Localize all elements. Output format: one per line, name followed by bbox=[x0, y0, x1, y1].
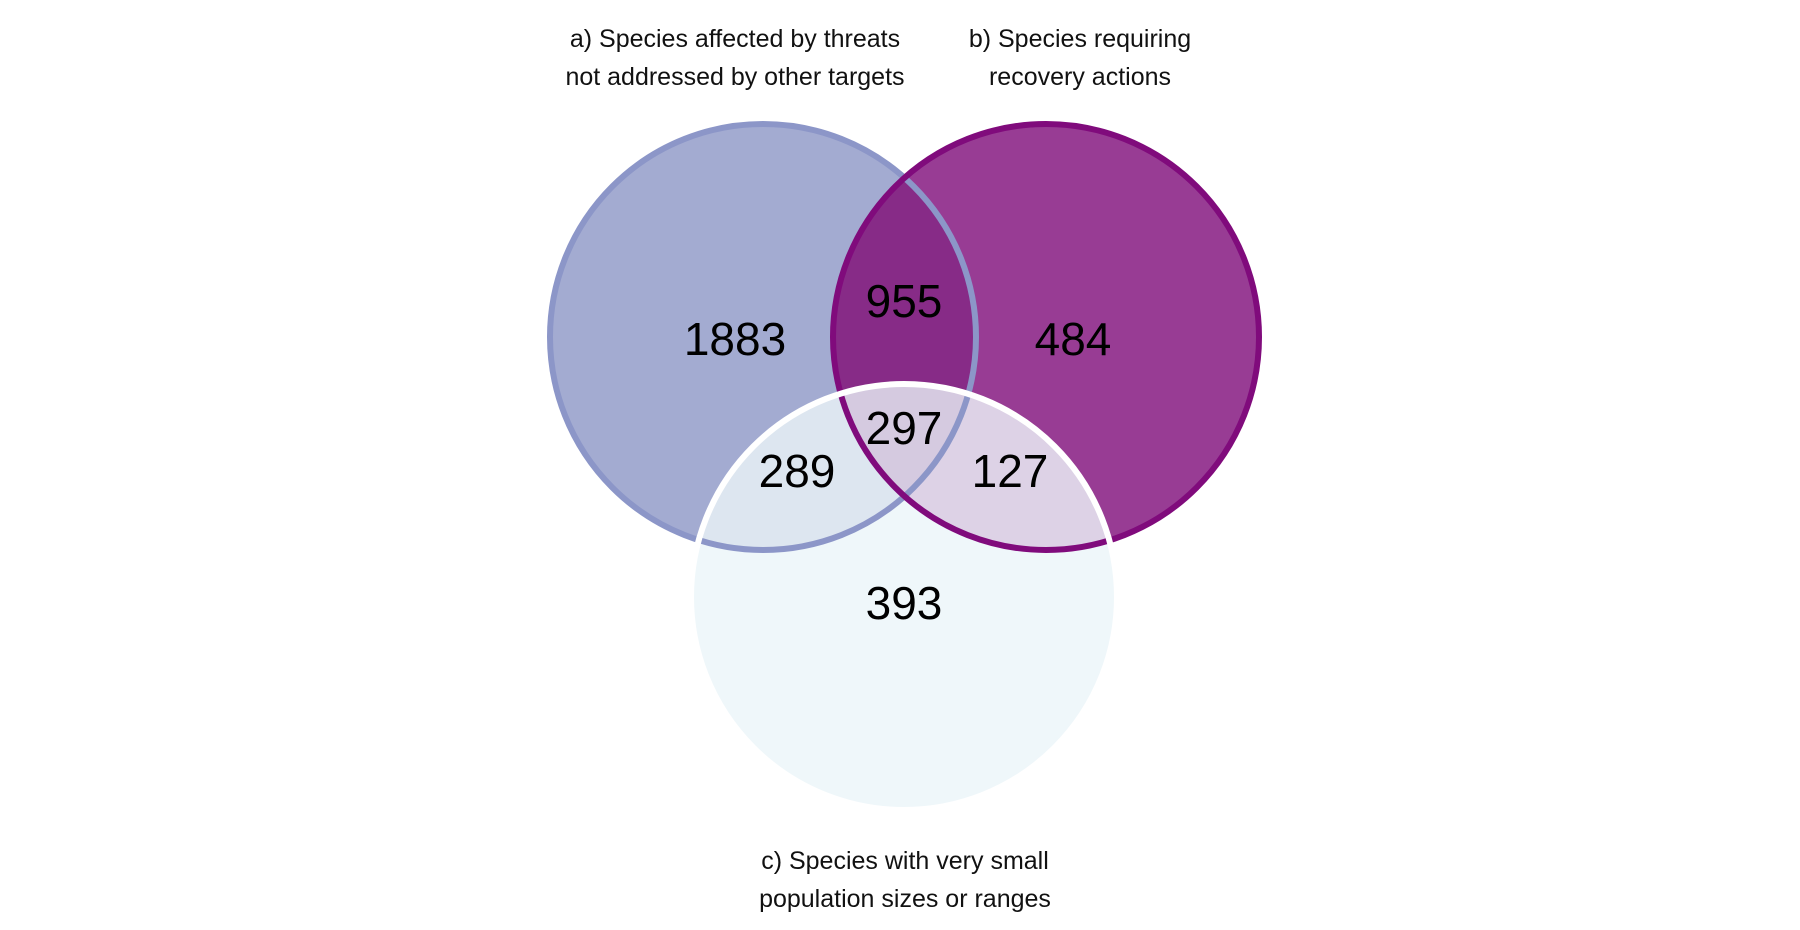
count-c-only: 393 bbox=[866, 577, 943, 629]
count-abc: 297 bbox=[866, 402, 943, 454]
count-bc-only: 127 bbox=[972, 445, 1049, 497]
count-ac-only: 289 bbox=[759, 445, 836, 497]
count-b-only: 484 bbox=[1035, 313, 1112, 365]
set-c-label-line1: c) Species with very small bbox=[761, 847, 1049, 875]
set-a-label-line2: not addressed by other targets bbox=[565, 63, 905, 91]
set-c-outline bbox=[688, 381, 1120, 813]
set-a-inner-outline bbox=[691, 384, 979, 553]
region-abc bbox=[833, 384, 976, 550]
set-b-label-line1: b) Species requiring bbox=[968, 25, 1192, 53]
set-b-label-line2: recovery actions bbox=[988, 63, 1172, 91]
set-c-label-line2: population sizes or ranges bbox=[759, 885, 1051, 913]
set-a-label: a) Species affected by threats not addre… bbox=[505, 20, 965, 96]
set-b-label: b) Species requiring recovery actions bbox=[915, 20, 1245, 96]
count-a-only: 1883 bbox=[684, 313, 786, 365]
set-c-label: c) Species with very small population si… bbox=[700, 842, 1110, 918]
set-a-label-line1: a) Species affected by threats bbox=[569, 25, 901, 53]
count-ab-only: 955 bbox=[866, 275, 943, 327]
set-b-inner-outline bbox=[830, 384, 1117, 553]
